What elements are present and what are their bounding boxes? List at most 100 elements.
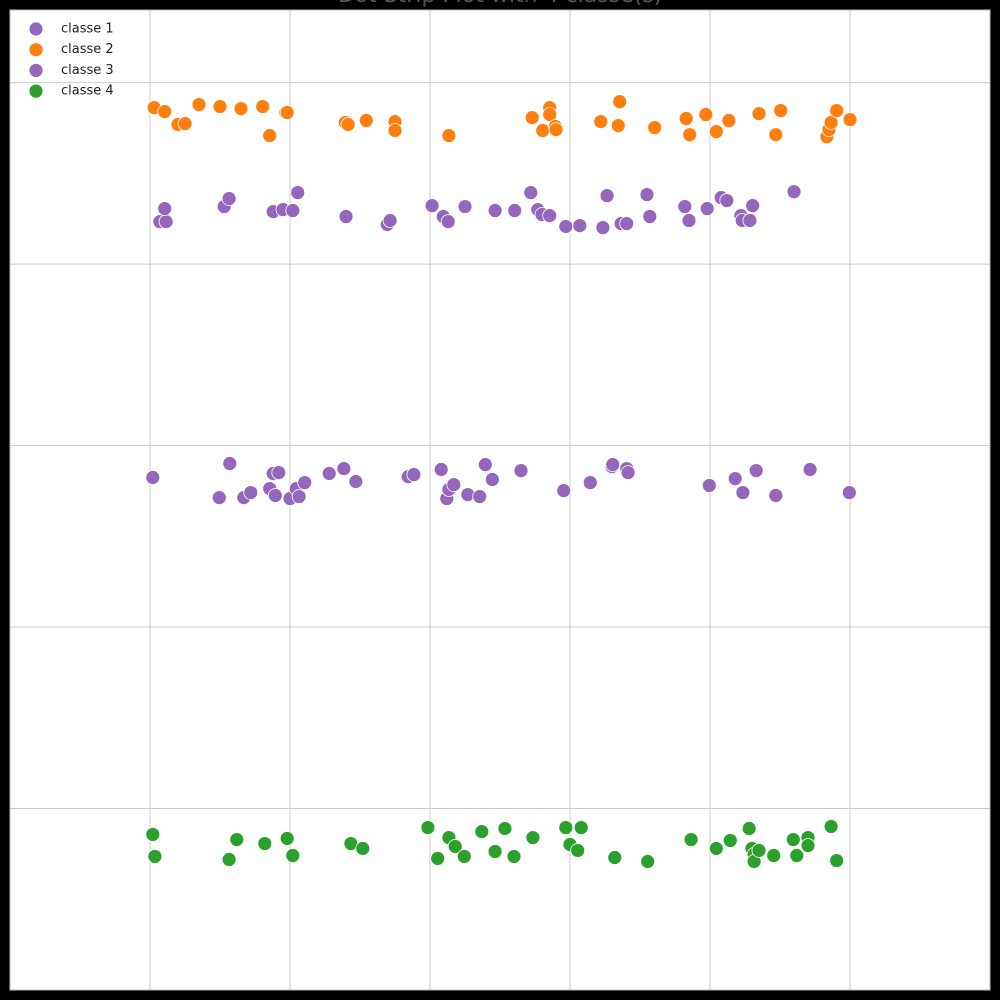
dot xyxy=(800,838,816,853)
dot xyxy=(640,854,656,869)
dot xyxy=(642,209,658,224)
legend-marker xyxy=(28,21,44,37)
dot xyxy=(338,209,354,224)
dot xyxy=(420,820,436,835)
dot xyxy=(542,107,558,122)
dot xyxy=(221,191,237,206)
dot xyxy=(441,128,457,143)
dot xyxy=(789,848,805,863)
dot xyxy=(290,185,306,200)
dot xyxy=(786,184,802,200)
dot xyxy=(766,848,782,863)
dot xyxy=(599,188,615,204)
dot xyxy=(487,844,503,859)
dot xyxy=(751,843,767,858)
dot xyxy=(612,94,628,110)
dot xyxy=(701,478,717,493)
dot xyxy=(477,457,493,473)
dot xyxy=(177,116,193,132)
dot xyxy=(487,203,503,218)
dot xyxy=(677,199,693,214)
dot xyxy=(355,841,371,856)
dot xyxy=(321,466,337,481)
dot xyxy=(157,201,173,216)
dot xyxy=(271,465,287,480)
dot xyxy=(842,112,858,128)
dot xyxy=(558,820,574,835)
dot xyxy=(768,127,784,143)
dot xyxy=(145,470,161,485)
dot xyxy=(841,485,857,500)
dot xyxy=(722,833,738,848)
dot xyxy=(348,474,364,489)
dot xyxy=(440,214,456,230)
dot xyxy=(619,216,635,232)
dot xyxy=(751,106,767,122)
dot xyxy=(699,201,715,216)
dot xyxy=(506,849,522,864)
dot xyxy=(768,488,784,503)
legend-label: classe 3 xyxy=(61,63,114,78)
dot xyxy=(158,214,174,230)
dot xyxy=(229,832,245,847)
dot xyxy=(708,841,724,856)
dot xyxy=(647,120,663,135)
dot xyxy=(548,122,564,137)
dot xyxy=(474,824,490,839)
dot xyxy=(593,114,609,130)
dot xyxy=(430,851,446,866)
dot xyxy=(336,461,352,477)
legend-marker xyxy=(28,42,44,58)
dot xyxy=(497,821,513,836)
dot xyxy=(255,99,271,114)
dot xyxy=(802,462,818,477)
dot xyxy=(382,213,398,228)
dot xyxy=(447,839,463,854)
dot xyxy=(620,465,636,480)
dot xyxy=(721,113,737,128)
dot xyxy=(582,475,598,490)
dot xyxy=(607,850,623,865)
dot xyxy=(507,203,523,218)
dot xyxy=(745,198,761,214)
dot xyxy=(595,220,611,235)
dot xyxy=(719,193,735,208)
dot xyxy=(573,820,589,835)
legend-label: classe 2 xyxy=(61,42,114,57)
dot xyxy=(525,830,541,845)
dot xyxy=(823,115,839,130)
dot xyxy=(639,187,655,202)
dot xyxy=(285,203,301,218)
dot xyxy=(279,105,295,120)
dot xyxy=(605,457,621,473)
dot xyxy=(748,463,764,479)
dot xyxy=(279,831,295,846)
legend: classe 1 classe 2 classe 3 classe 4 xyxy=(28,21,114,99)
dot xyxy=(773,103,789,118)
legend-marker xyxy=(28,63,44,78)
dot xyxy=(472,489,488,504)
dot xyxy=(727,471,743,486)
dot xyxy=(535,123,551,138)
chart-title: Dot Strip Plot with 4 classe(s) xyxy=(338,0,663,8)
dot xyxy=(157,104,173,120)
dot xyxy=(524,110,540,126)
legend-label: classe 4 xyxy=(61,84,114,99)
dot xyxy=(484,472,500,487)
dot xyxy=(678,111,694,126)
dot xyxy=(424,198,440,214)
dot xyxy=(340,117,356,132)
dot xyxy=(358,113,374,128)
points xyxy=(145,94,858,869)
dot xyxy=(735,485,751,500)
dot xyxy=(433,462,449,477)
dot xyxy=(457,199,473,214)
dot xyxy=(785,832,801,847)
dot xyxy=(456,849,472,864)
dot xyxy=(285,848,301,863)
dot xyxy=(542,208,558,224)
dot xyxy=(683,832,699,847)
dot xyxy=(147,849,163,864)
dot xyxy=(211,490,227,506)
